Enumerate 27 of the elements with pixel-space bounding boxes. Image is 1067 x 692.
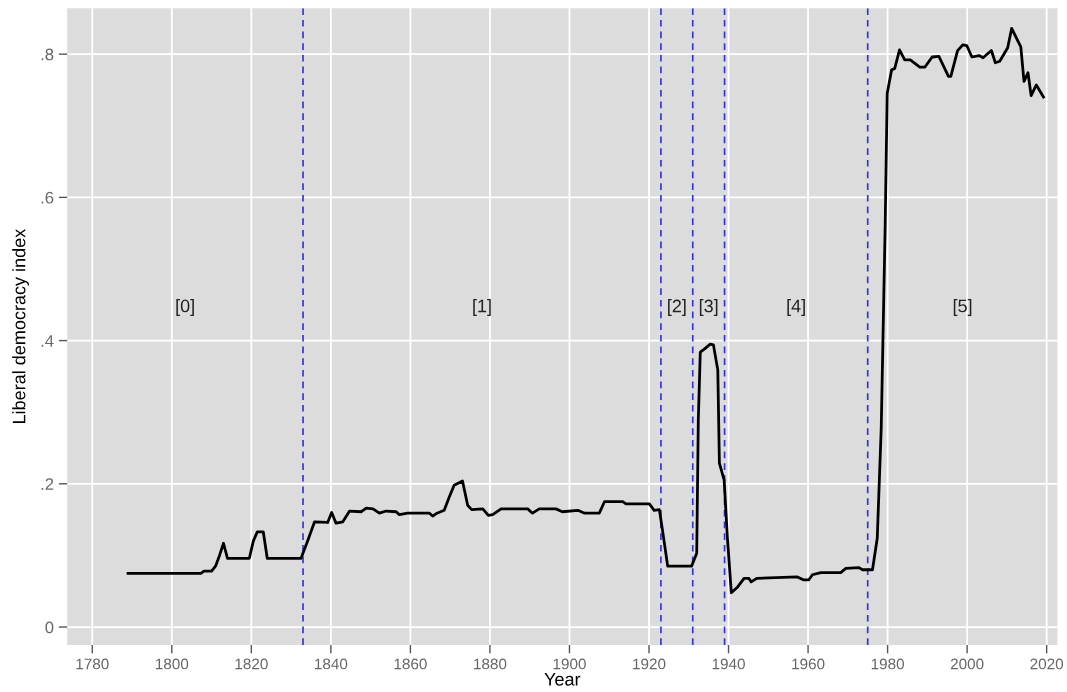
annotation: [2]: [668, 299, 686, 316]
x-tick-label: 1900: [553, 658, 586, 670]
x-tick-label: 1820: [235, 658, 268, 670]
x-tick-label: 1980: [871, 658, 904, 670]
annotation: [1]: [473, 299, 491, 316]
x-tick-label: 1780: [76, 658, 109, 670]
x-tick-label: 1880: [474, 658, 507, 670]
annotation: [5]: [953, 299, 972, 316]
x-tick-label: 1840: [315, 658, 348, 670]
x-tick-label: 2020: [1030, 658, 1064, 670]
x-tick-label: 1920: [633, 658, 666, 670]
annotation: [0]: [176, 299, 194, 316]
y-tick-label: .2: [41, 478, 54, 490]
x-tick-label: 1860: [394, 658, 427, 670]
x-tick-label: 1940: [712, 658, 745, 670]
y-tick-label: 0: [45, 621, 54, 634]
y-tick-label: .4: [41, 335, 54, 347]
y-tick-label: .6: [41, 191, 54, 204]
x-axis-title: Year: [544, 673, 581, 686]
annotation: [3]: [699, 299, 718, 316]
y-tick-label: .8: [41, 48, 54, 61]
x-tick-label: 2000: [950, 658, 984, 670]
x-tick-label: 1960: [792, 658, 825, 670]
annotation: [4]: [787, 299, 805, 316]
y-axis-title: Liberal democracy index: [12, 228, 30, 423]
x-tick-label: 1800: [155, 658, 189, 670]
line-series: [126, 26, 1045, 595]
